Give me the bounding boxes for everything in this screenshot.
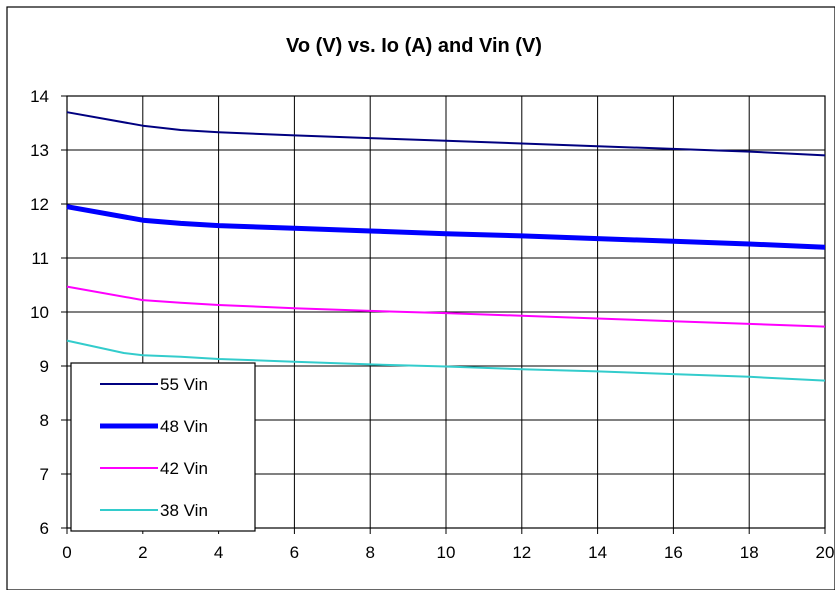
series-line-48-vin <box>66 204 826 250</box>
legend-label: 48 Vin <box>160 417 208 436</box>
legend-box <box>70 362 256 532</box>
y-tick-label: 11 <box>31 249 49 268</box>
x-tick-label: 4 <box>214 543 223 562</box>
chart-title: Vo (V) vs. Io (A) and Vin (V) <box>286 35 542 57</box>
x-tick-label: 10 <box>437 543 456 562</box>
x-tick-label: 14 <box>588 543 607 562</box>
y-tick-label: 6 <box>40 519 49 538</box>
x-tick-label: 16 <box>664 543 683 562</box>
legend-label: 38 Vin <box>160 501 208 520</box>
x-tick-label: 6 <box>290 543 299 562</box>
legend-label: 55 Vin <box>160 375 208 394</box>
series-line-55-vin <box>66 111 826 157</box>
y-tick-label: 8 <box>40 411 49 430</box>
y-tick-label: 7 <box>40 465 49 484</box>
legend: 55 Vin 48 Vin 42 Vin 38 Vin <box>70 362 256 532</box>
x-tick-label: 0 <box>62 543 71 562</box>
x-tick-label: 18 <box>740 543 759 562</box>
x-tick-label: 20 <box>816 543 835 562</box>
y-tick-label: 13 <box>30 141 49 160</box>
y-tick-label: 10 <box>30 303 49 322</box>
series-lines <box>66 111 826 382</box>
y-tick-label: 14 <box>30 87 49 106</box>
series-line-38-vin <box>66 339 826 382</box>
axes: 6 7 8 9 10 11 12 13 14 0 2 4 6 8 10 12 14 16 18 20 <box>30 87 834 562</box>
x-tick-label: 2 <box>138 543 147 562</box>
x-tick-label: 12 <box>512 543 531 562</box>
series-line-42-vin <box>66 285 826 328</box>
legend-label: 42 Vin <box>160 459 208 478</box>
y-tick-label: 12 <box>30 195 49 214</box>
x-tick-label: 8 <box>365 543 374 562</box>
y-tick-label: 9 <box>40 357 49 376</box>
